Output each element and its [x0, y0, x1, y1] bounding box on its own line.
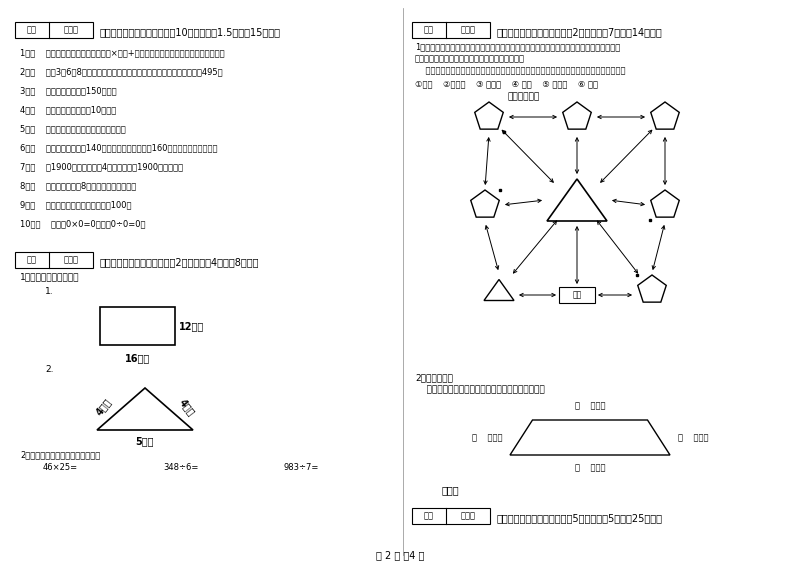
Text: 10．（    ）因为0×0=0，所以0÷0=0。: 10．（ ）因为0×0=0，所以0÷0=0。 [20, 219, 146, 228]
Text: 三、仔细推敲，正确判断（入10小题，每题1.5分，入15分）。: 三、仔细推敲，正确判断（入10小题，每题1.5分，入15分）。 [100, 27, 281, 37]
Polygon shape [97, 388, 193, 430]
Text: 评卷人: 评卷人 [461, 25, 475, 34]
Text: 四、看清题目，细心计算（共2小题，每题4分，共8分）。: 四、看清题目，细心计算（共2小题，每题4分，共8分）。 [100, 257, 259, 267]
Text: 2．动手操作。: 2．动手操作。 [415, 373, 453, 382]
Text: 得分: 得分 [424, 25, 434, 34]
Text: 1．走进动物园大门，正北面是狮子山和熊猫馆，狮子山的东侧是飞禽馆，西侧是猴园，大象: 1．走进动物园大门，正北面是狮子山和熊猫馆，狮子山的东侧是飞禽馆，西侧是猴园，大… [415, 42, 620, 51]
Text: 46×25=: 46×25= [43, 463, 78, 472]
Text: 动物园导游图: 动物园导游图 [507, 92, 539, 101]
Text: 2、列整式计算。（带余的要验算）: 2、列整式计算。（带余的要验算） [20, 450, 100, 459]
Text: 南门: 南门 [572, 290, 582, 299]
Polygon shape [562, 102, 591, 129]
Text: 4．（    ）小明家客厅面积是10公顿。: 4．（ ）小明家客厅面积是10公顿。 [20, 105, 116, 114]
Polygon shape [547, 179, 607, 221]
Text: 得分: 得分 [424, 511, 434, 520]
Text: 馆和鱼馆的场地分别在动物园的东北角和西北角。: 馆和鱼馆的场地分别在动物园的东北角和西北角。 [415, 54, 525, 63]
Text: （    ）毫米: （ ）毫米 [678, 433, 709, 442]
Polygon shape [474, 102, 503, 129]
Text: 评卷人: 评卷人 [63, 255, 78, 264]
Text: 周长：: 周长： [442, 485, 460, 495]
Bar [559, 287, 595, 303]
Text: 量出每条边的长度，以毫米为单位，并计算周长。: 量出每条边的长度，以毫米为单位，并计算周长。 [415, 385, 545, 394]
Polygon shape [650, 190, 679, 217]
Text: 第 2 页 兲4 页: 第 2 页 兲4 页 [376, 550, 424, 560]
Text: 4分米: 4分米 [94, 397, 113, 418]
Text: 6．（    ）一条河平均水深140厘米，一匹小马身高是160厘米，它肯定能通过。: 6．（ ）一条河平均水深140厘米，一匹小马身高是160厘米，它肯定能通过。 [20, 143, 218, 152]
Text: 根据小强的描述，请你把这些动物场馆所在的位置，在动物园的导游图上用序号表示出来。: 根据小强的描述，请你把这些动物场馆所在的位置，在动物园的导游图上用序号表示出来。 [415, 66, 626, 75]
Text: （    ）毫米: （ ）毫米 [574, 463, 606, 472]
Text: 六、活用知识，解决问题（共5小题，每题5分，共25分）。: 六、活用知识，解决问题（共5小题，每题5分，共25分）。 [497, 513, 663, 523]
Text: 5分米: 5分米 [136, 436, 154, 446]
Text: 5．（    ）小明面对着东方时，背对着西方。: 5．（ ）小明面对着东方时，背对着西方。 [20, 124, 126, 133]
Text: 8．（    ）一个两位数劘8，积一定也是两位数。: 8．（ ）一个两位数劘8，积一定也是两位数。 [20, 181, 136, 190]
Text: 五、认真思考，综合能力（共2小题，每题7分，共14分）。: 五、认真思考，综合能力（共2小题，每题7分，共14分）。 [497, 27, 662, 37]
Bar [15, 252, 93, 268]
Text: 9．（    ）两个面积单位之间的进率是100。: 9．（ ）两个面积单位之间的进率是100。 [20, 200, 131, 209]
Polygon shape [638, 275, 666, 302]
Text: 4分米: 4分米 [177, 397, 196, 418]
Bar [15, 22, 93, 38]
Text: （    ）毫米: （ ）毫米 [574, 401, 606, 410]
Polygon shape [650, 102, 679, 129]
Text: ①狮山    ②熊猫馆    ③ 飞禽馆    ④ 猴园    ⑤ 大象馆    ⑥ 鱼馆: ①狮山 ②熊猫馆 ③ 飞禽馆 ④ 猴园 ⑤ 大象馆 ⑥ 鱼馆 [415, 79, 598, 88]
Text: 12厘米: 12厘米 [179, 321, 204, 331]
Text: 得分: 得分 [27, 255, 37, 264]
Text: 2.: 2. [45, 365, 54, 374]
Text: 1．（    ）有余数除法的验算方法是商×除数+余数，看得到的结果是否与被除数相等。: 1．（ ）有余数除法的验算方法是商×除数+余数，看得到的结果是否与被除数相等。 [20, 48, 225, 57]
Text: 348÷6=: 348÷6= [163, 463, 198, 472]
Text: 16厘米: 16厘米 [125, 353, 150, 363]
Polygon shape [484, 280, 514, 301]
Text: 1.: 1. [45, 287, 54, 296]
Polygon shape [510, 420, 670, 455]
Text: 得分: 得分 [27, 25, 37, 34]
Text: （    ）毫米: （ ）毫米 [471, 433, 502, 442]
Text: 1．求下面图形的周长。: 1．求下面图形的周长。 [20, 272, 79, 281]
Text: 2．（    ）用3、6、8这三个数字组成的最大三位数与最小三位数，它们相差495。: 2．（ ）用3、6、8这三个数字组成的最大三位数与最小三位数，它们相差495。 [20, 67, 222, 76]
Text: 7．（    ）1900年的年份数是4的倍数，所以1900年是闰年。: 7．（ ）1900年的年份数是4的倍数，所以1900年是闰年。 [20, 162, 183, 171]
Text: 983÷7=: 983÷7= [283, 463, 318, 472]
Polygon shape [470, 190, 499, 217]
Bar [100, 307, 175, 345]
Text: 评卷人: 评卷人 [461, 511, 475, 520]
Text: 3．（    ）一本故事书约重150千克。: 3．（ ）一本故事书约重150千克。 [20, 86, 117, 95]
Bar [412, 22, 490, 38]
Bar [412, 508, 490, 524]
Text: 评卷人: 评卷人 [63, 25, 78, 34]
